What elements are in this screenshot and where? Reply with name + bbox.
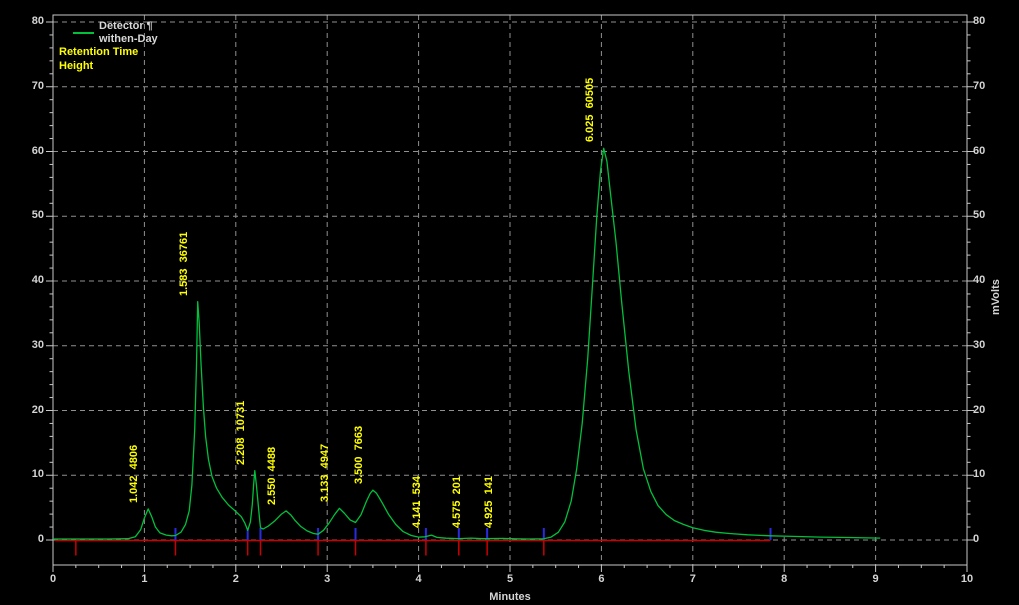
y-tick-label-left: 70	[31, 79, 44, 92]
y-tick-label-left: 50	[31, 209, 44, 222]
peak-annotation: 3.500 7663	[352, 426, 365, 485]
peak-annotation: 2.208 10731	[234, 400, 247, 465]
y-tick-label-right: 80	[973, 15, 986, 27]
legend-retention-time-label: Retention Time	[59, 46, 139, 58]
x-tick-label: 1	[141, 573, 148, 585]
y-tick-label-left: 60	[31, 144, 44, 157]
legend-series-name: withen-Day	[99, 33, 158, 45]
y-axis-title-right: mVolts	[990, 279, 1002, 315]
x-tick-label: 7	[689, 573, 696, 585]
peak-annotation: 4.141 534	[411, 476, 424, 528]
y-tick-label-right: 20	[973, 403, 986, 416]
y-tick-label-left: 80	[31, 15, 44, 27]
peak-annotation: 4.925 141	[483, 476, 496, 528]
y-tick-label-left: 40	[31, 274, 44, 286]
y-tick-label-right: 40	[973, 274, 986, 286]
y-tick-label-right: 30	[973, 338, 986, 351]
peak-annotation: 1.583 36761	[177, 231, 190, 296]
peak-annotation: 3.133 4947	[319, 443, 332, 502]
y-tick-label-right: 0	[973, 533, 980, 545]
x-tick-label: 4	[415, 573, 422, 585]
y-tick-label-left: 10	[31, 468, 44, 481]
y-tick-label-right: 70	[973, 79, 986, 92]
y-tick-label-right: 60	[973, 144, 986, 157]
y-tick-label-right: 10	[973, 468, 986, 481]
chromatogram-trace[interactable]	[53, 147, 881, 540]
x-tick-label: 5	[506, 573, 514, 585]
x-tick-label: 6	[598, 573, 605, 585]
legend-series-line	[73, 32, 94, 34]
x-tick-label: 9	[872, 573, 879, 585]
x-tick-label: 3	[324, 573, 331, 585]
y-tick-label-right: 50	[973, 209, 986, 222]
legend-detector-label: Detector ¶	[99, 20, 153, 32]
peak-annotation: 2.550 4488	[266, 446, 279, 505]
y-tick-label-left: 20	[31, 403, 44, 416]
x-tick-label: 0	[49, 573, 57, 585]
legend-height-label: Height	[59, 60, 94, 72]
peak-annotation: 1.042 4806	[128, 444, 141, 503]
x-axis-title: Minutes	[489, 591, 531, 603]
peak-annotation: 6.025 60505	[583, 77, 596, 143]
y-axis-title-left: mVolts	[0, 279, 2, 315]
y-tick-label-left: 30	[31, 338, 44, 351]
x-tick-label: 10	[960, 573, 974, 585]
y-tick-label-left: 0	[37, 533, 44, 545]
x-tick-label: 8	[781, 573, 788, 585]
x-tick-label: 2	[232, 573, 239, 585]
peak-annotation: 4.575 201	[451, 476, 464, 528]
